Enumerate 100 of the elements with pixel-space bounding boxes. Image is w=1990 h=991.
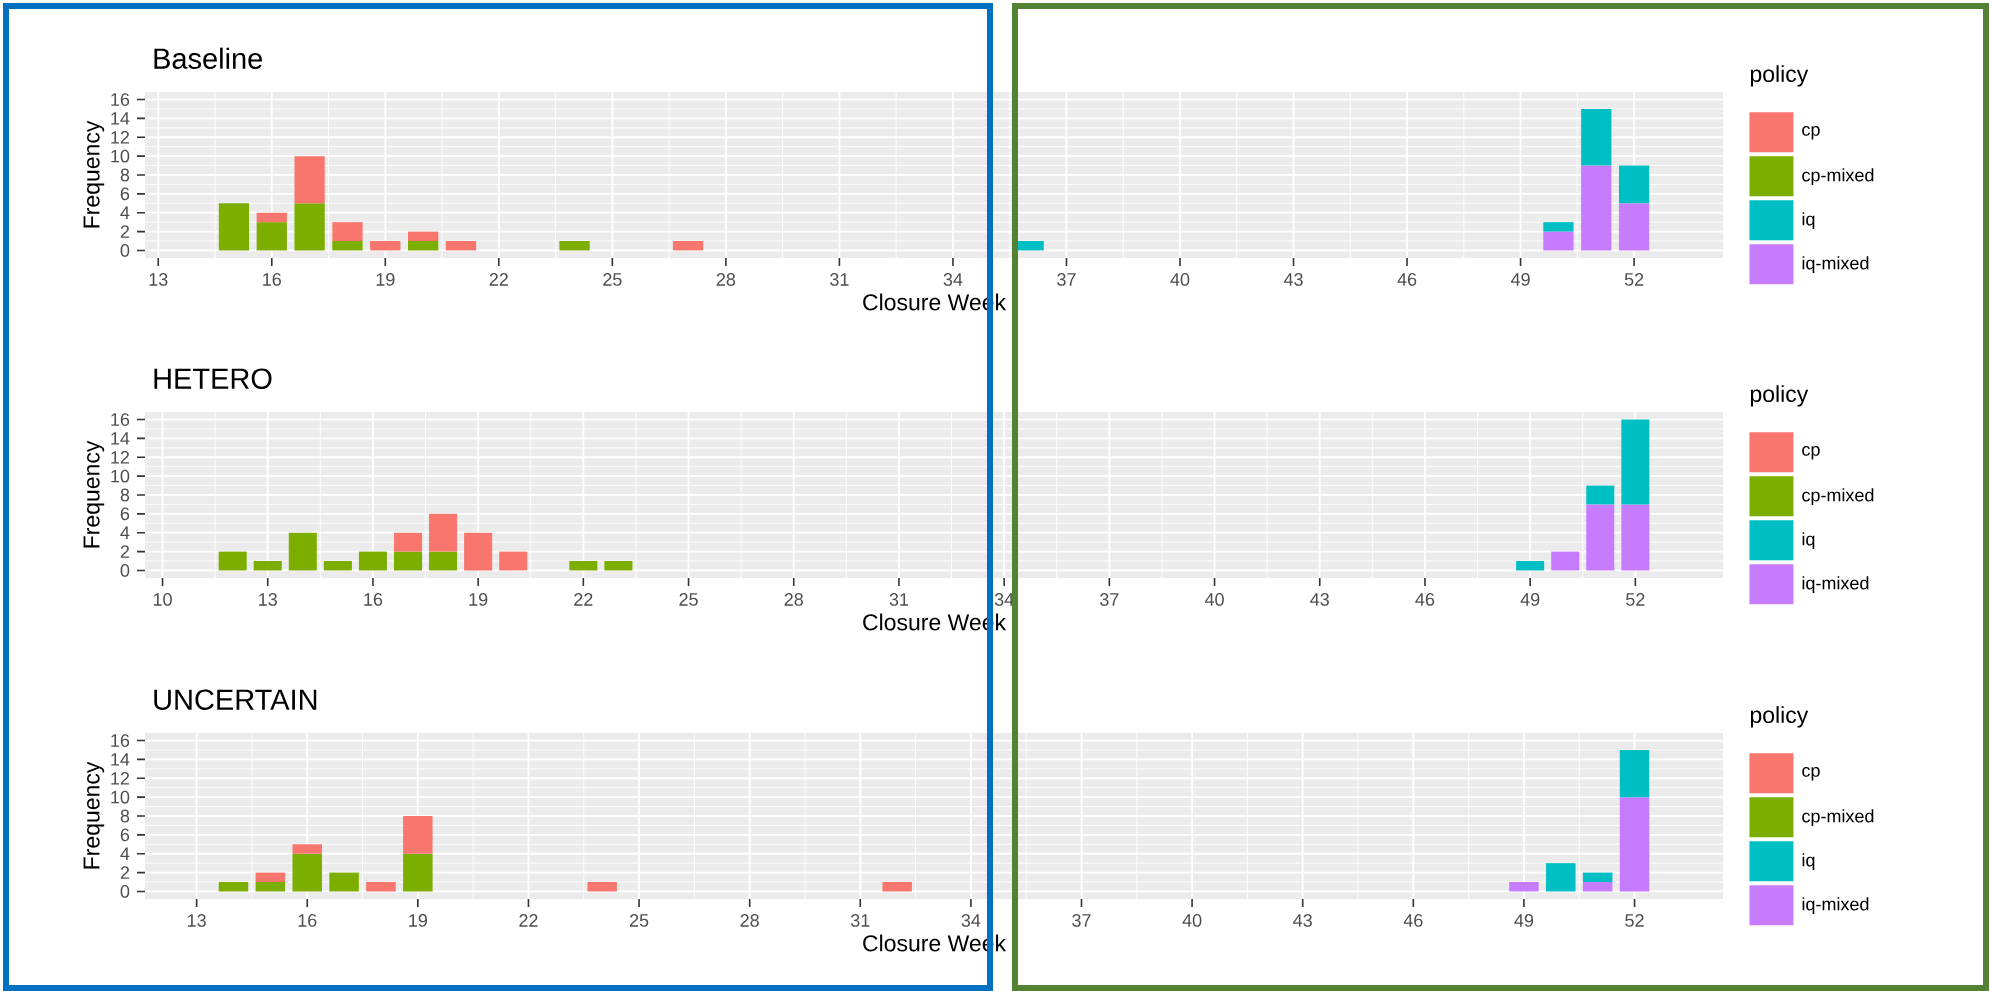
x-tick-label: 31	[850, 914, 870, 927]
chart-title: HETERO	[154, 368, 272, 389]
y-tick-label: 14	[111, 753, 130, 766]
y-tick-label: 14	[111, 112, 130, 125]
y-tick-label: 12	[111, 771, 130, 785]
x-tick-label: 22	[519, 914, 538, 927]
x-tick-label: 52	[1625, 914, 1644, 927]
bar	[358, 551, 387, 571]
bar	[1621, 419, 1650, 505]
bar	[445, 241, 477, 251]
bar	[408, 231, 439, 242]
legend-label: cp	[1802, 766, 1820, 781]
x-tick-label: 22	[574, 593, 593, 606]
bar	[587, 882, 617, 892]
x-tick-label: 13	[187, 914, 206, 927]
y-axis-title: Frequency	[83, 761, 105, 869]
x-tick-label: 52	[1626, 593, 1645, 606]
x-tick-label: 13	[259, 593, 277, 606]
legend-label: iq	[1802, 212, 1815, 230]
bar	[1582, 872, 1613, 883]
bar	[1581, 108, 1612, 166]
y-axis-title: Frequency	[83, 440, 105, 548]
x-tick-label: 16	[263, 273, 281, 286]
bar	[332, 222, 363, 242]
x-tick-label: 16	[364, 593, 383, 606]
bar	[218, 882, 249, 892]
bar	[292, 844, 322, 854]
legend-label: cp-mixed	[1802, 168, 1874, 186]
y-tick-label: 4	[120, 206, 130, 219]
y-tick-label: 16	[111, 93, 130, 106]
chart-title: UNCERTAIN	[154, 689, 317, 710]
bar	[408, 241, 439, 251]
bar	[1619, 749, 1650, 798]
y-tick-label: 14	[111, 432, 130, 445]
bar	[429, 513, 458, 552]
legend-label: iq-mixed	[1802, 256, 1869, 274]
y-tick-label: 10	[111, 790, 130, 804]
x-tick-label: 28	[716, 273, 736, 286]
x-tick-label: 37	[1057, 273, 1076, 286]
bar	[253, 561, 282, 571]
x-tick-label: 19	[376, 273, 395, 286]
y-tick-label: 16	[111, 413, 130, 426]
bar	[1509, 882, 1539, 892]
x-tick-label: 52	[1624, 273, 1644, 286]
chart-title: Baseline	[154, 47, 262, 69]
y-tick-label: 10	[111, 469, 130, 483]
x-tick-label: 28	[740, 914, 759, 927]
bar	[569, 561, 598, 571]
bar	[1551, 551, 1580, 571]
bar	[1581, 165, 1612, 251]
bar	[255, 882, 286, 892]
bar	[1586, 485, 1615, 505]
bar	[1618, 165, 1650, 204]
y-tick-label: 6	[120, 187, 130, 201]
bar	[218, 551, 247, 571]
bar	[366, 882, 396, 892]
legend-label: cp-mixed	[1802, 809, 1874, 827]
x-tick-label: 43	[1310, 593, 1329, 606]
y-tick-label: 10	[111, 149, 130, 163]
x-tick-label: 31	[889, 593, 909, 606]
bar	[294, 203, 325, 251]
x-tick-label: 25	[603, 273, 622, 286]
x-tick-label: 49	[1520, 593, 1540, 606]
x-tick-label: 28	[784, 593, 803, 606]
x-tick-label: 43	[1283, 273, 1303, 286]
bar	[393, 551, 423, 571]
x-tick-label: 49	[1514, 914, 1534, 927]
bar	[323, 561, 352, 571]
bar	[1546, 863, 1576, 892]
bar	[1516, 561, 1545, 571]
y-tick-label: 12	[111, 450, 130, 464]
y-tick-label: 0	[120, 564, 130, 577]
bar	[499, 551, 528, 571]
y-tick-label: 4	[120, 847, 130, 860]
x-tick-label: 46	[1397, 273, 1417, 286]
bar	[332, 241, 363, 251]
y-tick-label: 6	[120, 828, 130, 842]
y-tick-label: 8	[120, 488, 130, 502]
legend-label: cp-mixed	[1802, 488, 1874, 506]
legend-label: iq	[1802, 853, 1815, 871]
bar	[1586, 504, 1615, 571]
x-tick-label: 22	[489, 273, 508, 286]
legend-label: cp	[1802, 125, 1820, 140]
legend-title: policy	[1750, 65, 1809, 87]
bar	[1543, 222, 1574, 232]
legend-label: iq	[1802, 532, 1815, 550]
x-tick-label: 34	[994, 593, 1014, 606]
bar	[1543, 231, 1574, 251]
bar	[1618, 203, 1650, 251]
bar	[403, 853, 433, 892]
y-tick-label: 16	[111, 734, 130, 747]
y-tick-label: 6	[120, 507, 130, 521]
bar	[1621, 504, 1650, 571]
y-tick-label: 0	[120, 244, 130, 257]
bar	[329, 872, 359, 892]
legend-label: iq-mixed	[1802, 576, 1869, 594]
bar	[292, 853, 322, 892]
legend-title: policy	[1750, 385, 1809, 407]
legend-title: policy	[1750, 706, 1809, 728]
bar	[1582, 882, 1613, 892]
